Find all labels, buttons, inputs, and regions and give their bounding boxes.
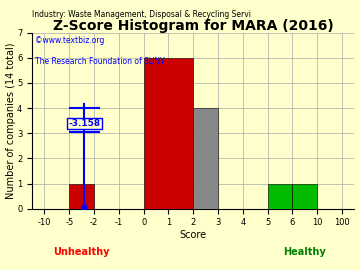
Text: The Research Foundation of SUNY: The Research Foundation of SUNY [35, 57, 165, 66]
X-axis label: Score: Score [180, 230, 207, 240]
Text: -3.158: -3.158 [68, 119, 100, 128]
Text: ©www.textbiz.org: ©www.textbiz.org [35, 36, 105, 45]
Bar [144, 58, 193, 209]
Bar [69, 184, 94, 209]
Text: Industry: Waste Management, Disposal & Recycling Servi: Industry: Waste Management, Disposal & R… [32, 10, 251, 19]
Bar [267, 184, 292, 209]
Text: Unhealthy: Unhealthy [53, 247, 110, 258]
Title: Z-Score Histogram for MARA (2016): Z-Score Histogram for MARA (2016) [53, 19, 334, 33]
Text: Healthy: Healthy [283, 247, 326, 258]
Y-axis label: Number of companies (14 total): Number of companies (14 total) [5, 42, 15, 199]
Bar [193, 108, 218, 209]
Bar [292, 184, 317, 209]
